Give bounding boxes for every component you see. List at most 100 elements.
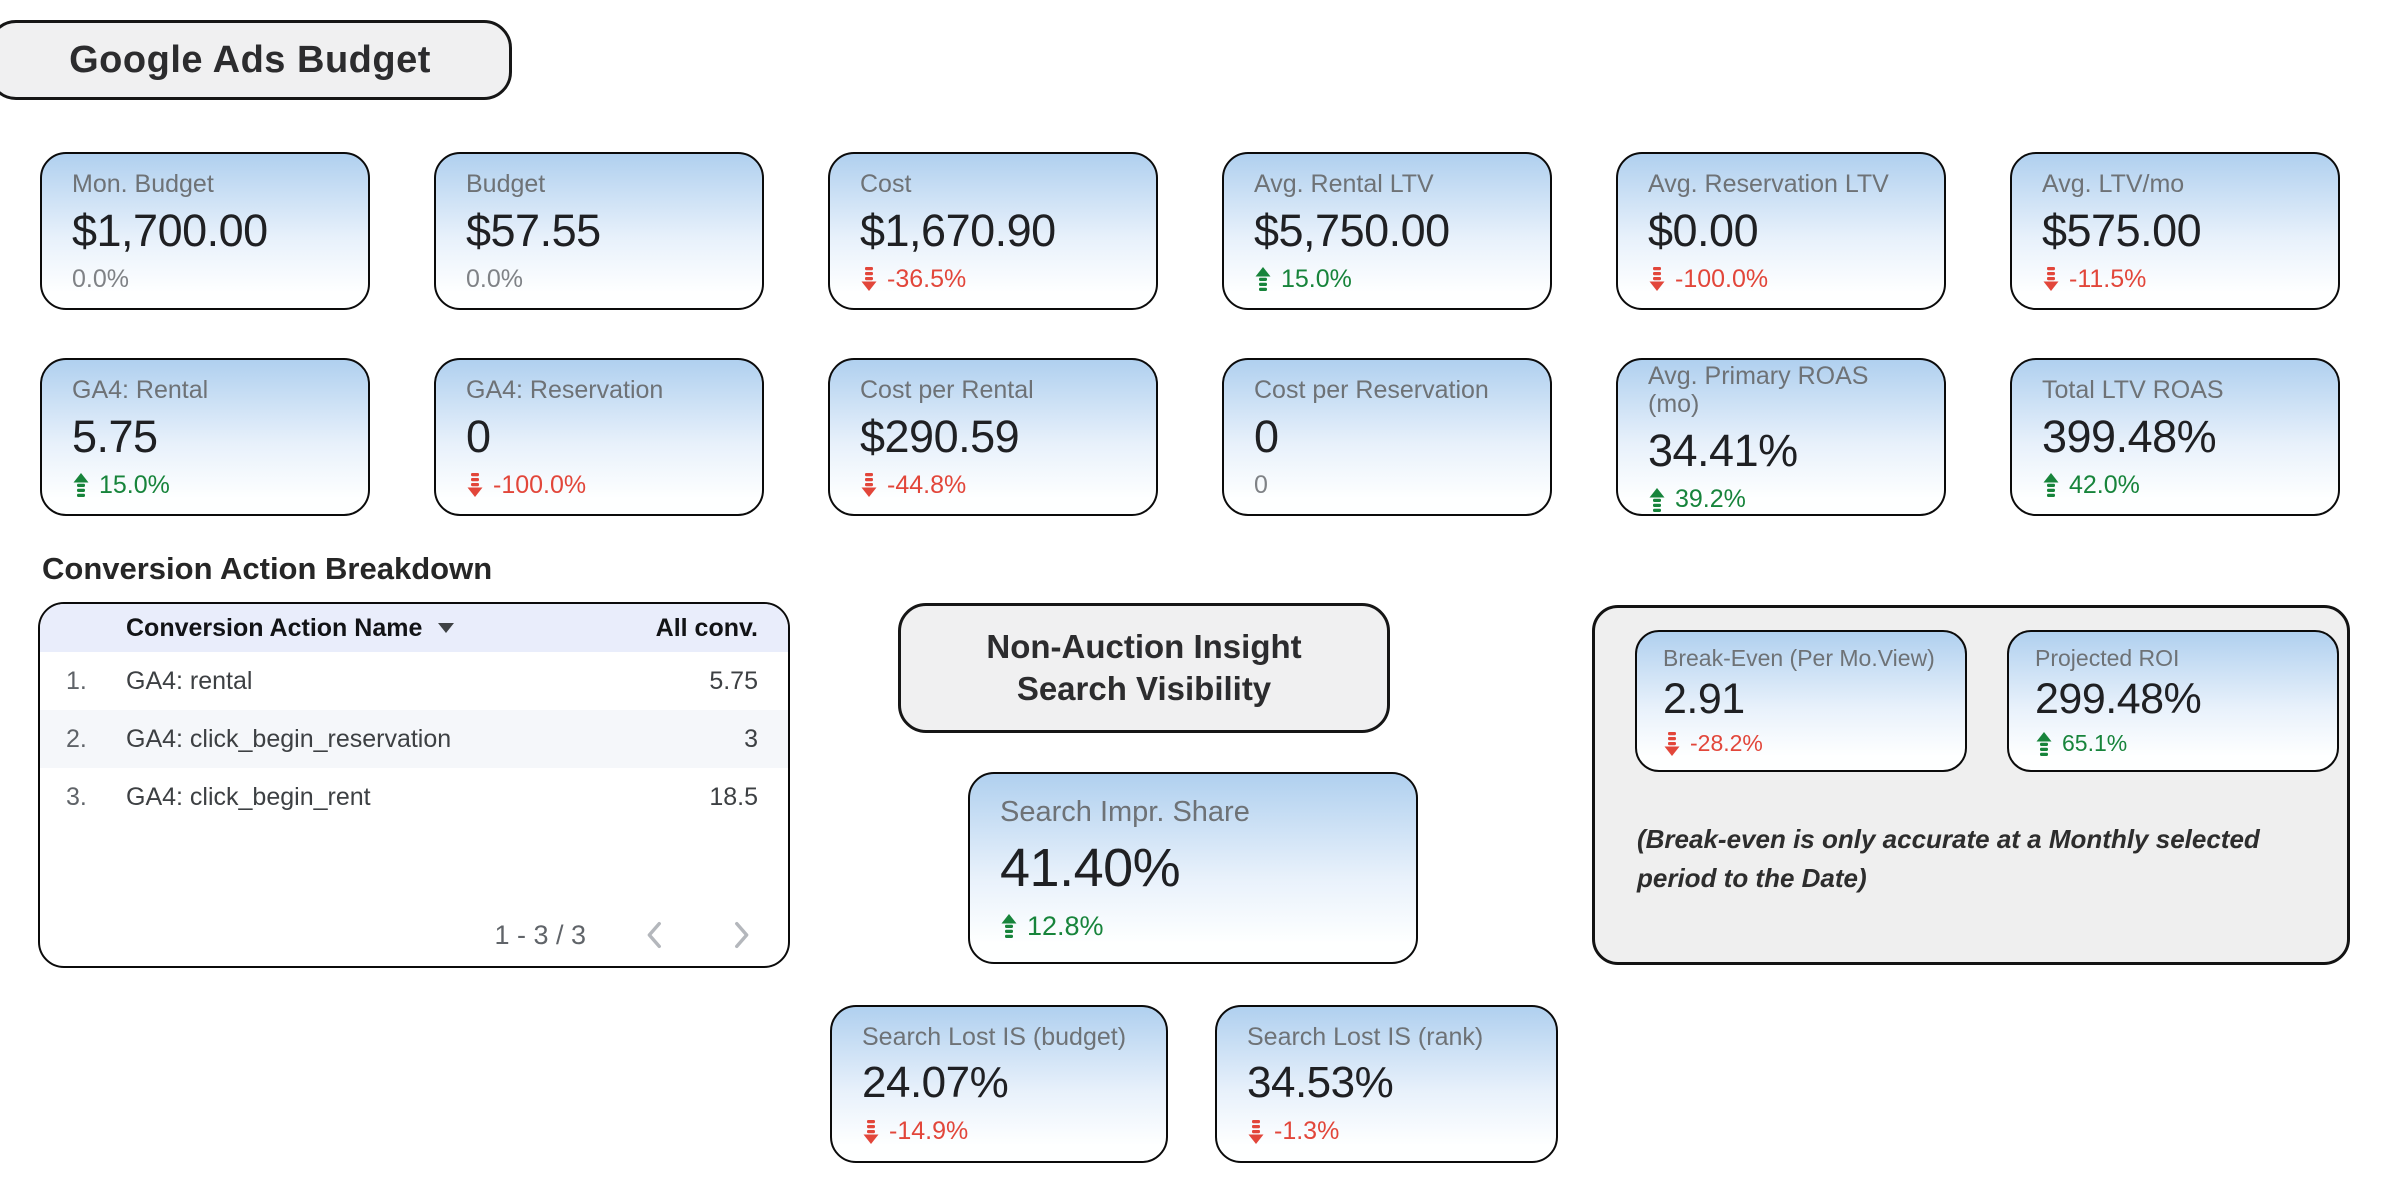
trend-arrow-icon: [72, 472, 90, 498]
column-header-conversion-action-name[interactable]: Conversion Action Name: [126, 614, 628, 643]
table-row: 3. GA4: click_begin_rent 18.5: [40, 768, 788, 826]
scorecard: Avg. Rental LTV $5,750.00 15.0%: [1222, 152, 1552, 310]
scorecard-value: $5,750.00: [1254, 204, 1450, 256]
scorecard-projected-roi: Projected ROI 299.48% 65.1%: [2007, 630, 2339, 772]
scorecard-value: 399.48%: [2042, 410, 2217, 462]
trend-arrow-icon: [860, 266, 878, 292]
trend-arrow-icon: [466, 472, 484, 498]
scorecard-label: Search Lost IS (budget): [862, 1023, 1127, 1052]
scorecard-comparison: -1.3%: [1247, 1119, 1526, 1145]
scorecard-value: $1,670.90: [860, 204, 1056, 256]
trend-arrow-icon: [2042, 266, 2060, 292]
scorecard-value: 41.40%: [1000, 838, 1181, 899]
scorecard: Avg. Primary ROAS (mo) 34.41% 39.2%: [1616, 358, 1946, 516]
scorecard-comparison-text: 0.0%: [466, 264, 523, 293]
scorecard-label: Mon. Budget: [72, 170, 214, 199]
scorecard-comparison: -28.2%: [1663, 731, 1939, 757]
scorecard-comparison: 39.2%: [1648, 487, 1914, 513]
scorecard-comparison: 0.0%: [72, 264, 338, 293]
scorecard-value: $290.59: [860, 410, 1020, 462]
scorecard-comparison-text: -1.3%: [1274, 1117, 1340, 1146]
scorecard-comparison: 0: [1254, 470, 1520, 499]
scorecard-value: 5.75: [72, 410, 158, 462]
scorecard: Cost per Reservation 0 0: [1222, 358, 1552, 516]
table-cell-index: 3.: [66, 782, 87, 811]
break-even-note: (Break-even is only accurate at a Monthl…: [1637, 824, 2260, 893]
pagination-range-label: 1 - 3 / 3: [494, 919, 586, 950]
scorecard: Cost per Rental $290.59 -44.8%: [828, 358, 1158, 516]
scorecard-comparison-text: -44.8%: [887, 470, 967, 499]
break-even-panel: Break-Even (Per Mo.View) 2.91 -28.2% Pro…: [1592, 605, 2350, 965]
scorecard-label: Cost per Reservation: [1254, 376, 1489, 405]
scorecard-value: 24.07%: [862, 1058, 1009, 1108]
scorecard: Cost $1,670.90 -36.5%: [828, 152, 1158, 310]
scorecard-value: 0: [466, 410, 491, 462]
table-row: 2. GA4: click_begin_reservation 3: [40, 710, 788, 768]
table-header-row: Conversion Action Name All conv.: [40, 604, 788, 652]
sort-descending-icon: [438, 623, 455, 633]
scorecard-value: 34.41%: [1648, 425, 1798, 476]
scorecard-comparison-text: 0: [1254, 470, 1268, 499]
table-cell-index: 1.: [66, 666, 87, 695]
scorecard: GA4: Rental 5.75 15.0%: [40, 358, 370, 516]
scorecard-row-2: GA4: Rental 5.75 15.0% GA4: Reservation …: [40, 358, 2340, 516]
scorecard-label: Cost: [860, 169, 912, 198]
table-cell-name: GA4: click_begin_rent: [126, 782, 371, 811]
scorecard-label: Search Lost IS (rank): [1247, 1023, 1484, 1052]
scorecard-value: 0: [1254, 411, 1279, 463]
scorecard-label: Search Impr. Share: [1000, 796, 1250, 829]
scorecard: Mon. Budget $1,700.00 0.0%: [40, 152, 370, 310]
scorecard-label: GA4: Reservation: [466, 375, 664, 404]
scorecard-value: $575.00: [2042, 204, 2202, 256]
scorecard-comparison-text: 15.0%: [1281, 264, 1352, 293]
scorecard: Total LTV ROAS 399.48% 42.0%: [2010, 358, 2340, 516]
scorecard: Avg. Reservation LTV $0.00 -100.0%: [1616, 152, 1946, 310]
scorecard-label: Avg. Primary ROAS (mo): [1648, 361, 1869, 419]
next-page-button[interactable]: [724, 918, 758, 952]
scorecard-value: 299.48%: [2035, 674, 2202, 723]
scorecard-search-lost-is-budget: Search Lost IS (budget) 24.07% -14.9%: [830, 1005, 1168, 1163]
column-header-all-conv[interactable]: All conv.: [655, 613, 758, 642]
scorecard-comparison: -36.5%: [860, 266, 1126, 292]
scorecard-label: Avg. LTV/mo: [2042, 169, 2185, 198]
table-body: 1. GA4: rental 5.75 2. GA4: click_begin_rese…: [40, 652, 788, 826]
scorecard-comparison: -11.5%: [2042, 266, 2308, 292]
scorecard-label: Cost per Rental: [860, 375, 1034, 404]
trend-arrow-icon: [1648, 487, 1666, 513]
scorecard-label: Projected ROI: [2035, 645, 2180, 672]
trend-arrow-icon: [1648, 266, 1666, 292]
scorecard-comparison: -100.0%: [466, 472, 732, 498]
scorecard-comparison-text: -11.5%: [2069, 264, 2147, 293]
table-row: 1. GA4: rental 5.75: [40, 652, 788, 710]
trend-arrow-icon: [1000, 913, 1018, 939]
scorecard-comparison-text: 0.0%: [72, 264, 129, 293]
scorecard-comparison: 65.1%: [2035, 731, 2311, 757]
scorecard-label: Avg. Reservation LTV: [1648, 169, 1889, 198]
scorecard-value: $0.00: [1648, 204, 1759, 256]
scorecard-comparison: -14.9%: [862, 1119, 1136, 1145]
scorecard-break-even: Break-Even (Per Mo.View) 2.91 -28.2%: [1635, 630, 1967, 772]
previous-page-button[interactable]: [638, 918, 672, 952]
scorecard-value: $57.55: [466, 205, 601, 257]
trend-arrow-icon: [1663, 731, 1681, 757]
scorecard-comparison: -100.0%: [1648, 266, 1914, 292]
scorecard-comparison-text: -100.0%: [493, 470, 587, 499]
scorecard: Budget $57.55 0.0%: [434, 152, 764, 310]
table-cell-index: 2.: [66, 724, 87, 753]
scorecard-label: Avg. Rental LTV: [1254, 169, 1434, 198]
scorecard-comparison: 15.0%: [72, 472, 338, 498]
scorecard-search-impr-share: Search Impr. Share 41.40% 12.8%: [968, 772, 1418, 964]
section-title-conversion-breakdown: Conversion Action Breakdown: [42, 551, 493, 586]
scorecard-comparison-text: 15.0%: [99, 470, 170, 499]
scorecard-label: GA4: Rental: [72, 375, 209, 404]
scorecard-comparison: -44.8%: [860, 472, 1126, 498]
trend-arrow-icon: [1254, 266, 1272, 292]
scorecard-search-lost-is-rank: Search Lost IS (rank) 34.53% -1.3%: [1215, 1005, 1558, 1163]
table-cell-name: GA4: click_begin_reservation: [126, 724, 452, 753]
scorecard-comparison-text: -14.9%: [889, 1117, 969, 1146]
scorecard: Avg. LTV/mo $575.00 -11.5%: [2010, 152, 2340, 310]
table-cell-name: GA4: rental: [126, 666, 253, 695]
scorecard-comparison: 12.8%: [1000, 912, 1386, 940]
table-cell-value: 18.5: [709, 782, 758, 811]
